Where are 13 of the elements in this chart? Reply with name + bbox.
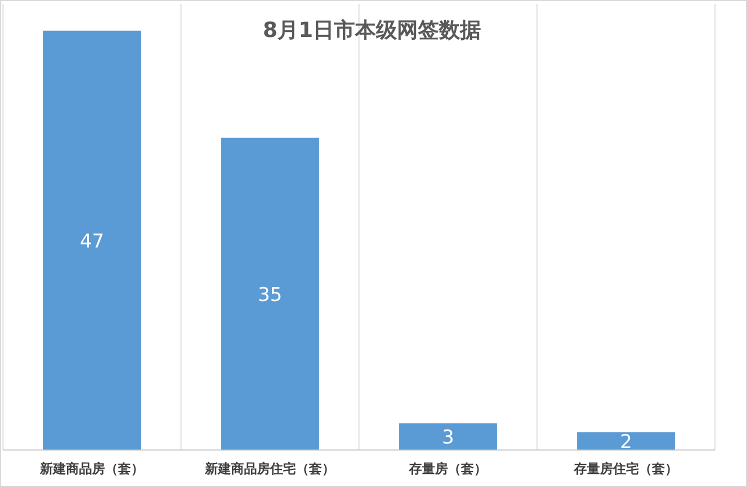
bar bbox=[43, 30, 141, 450]
bar bbox=[399, 423, 497, 450]
data-label: 2 bbox=[620, 431, 632, 454]
x-tick-label: 存量房住宅（套） bbox=[573, 461, 678, 477]
x-tick-label: 存量房（套） bbox=[408, 461, 487, 477]
bar bbox=[577, 432, 675, 450]
data-label: 3 bbox=[442, 426, 454, 449]
x-tick-label: 新建商品房（套） bbox=[39, 461, 144, 477]
chart-title: 8月1日市本级网签数据 bbox=[262, 18, 482, 42]
x-tick-label: 新建商品房住宅（套） bbox=[204, 461, 335, 477]
bar bbox=[221, 138, 319, 450]
data-label: 35 bbox=[258, 284, 282, 306]
data-label: 47 bbox=[80, 230, 104, 252]
